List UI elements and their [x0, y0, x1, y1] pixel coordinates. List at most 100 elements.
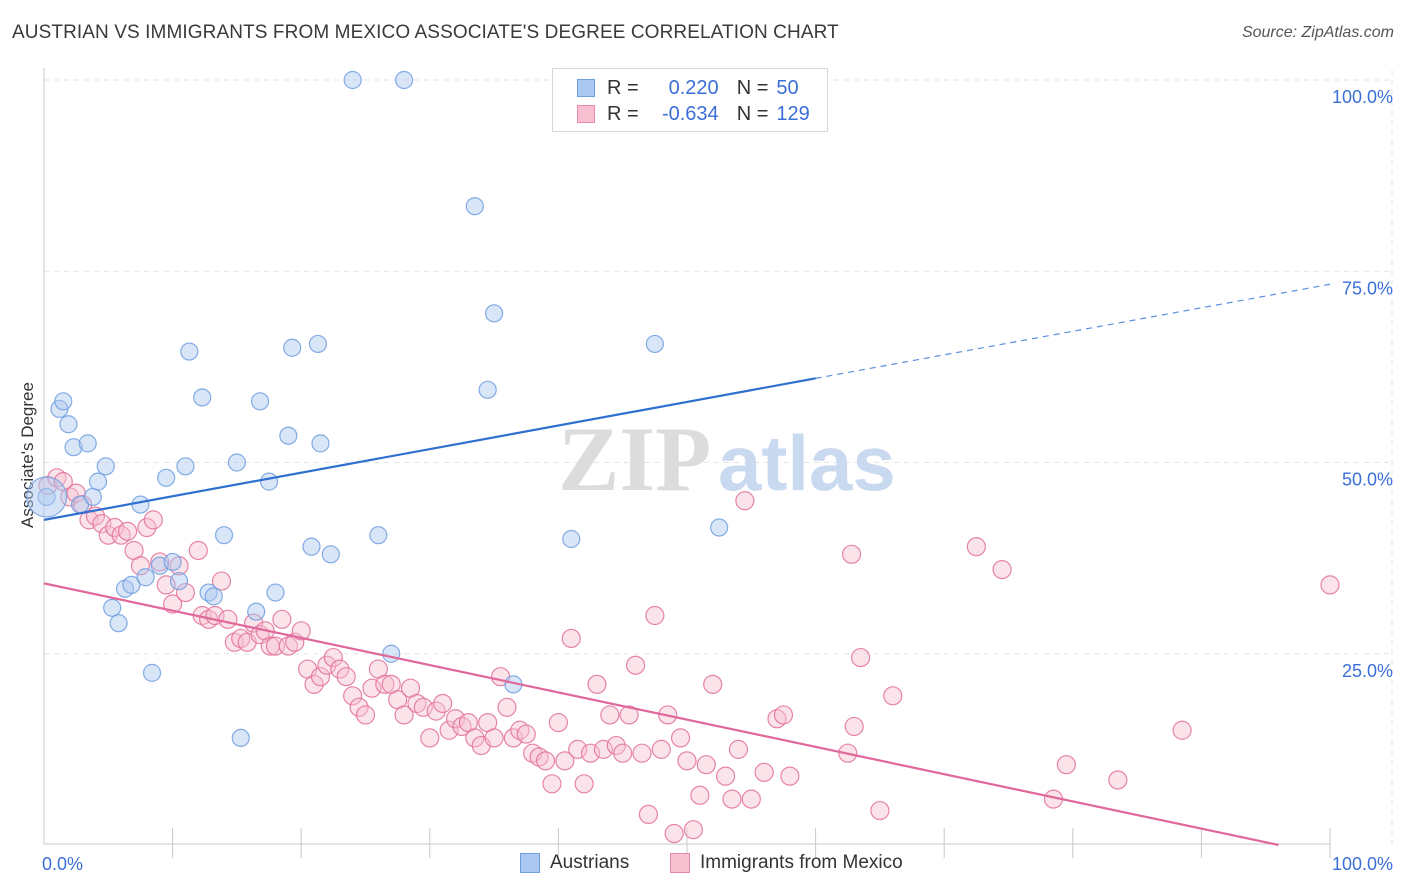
legend-n-label: N = — [736, 102, 769, 125]
data-point — [420, 728, 440, 748]
y-tick-label: 50.0% — [1342, 470, 1393, 490]
data-point — [645, 605, 665, 626]
data-point — [465, 197, 484, 216]
data-point — [780, 766, 800, 786]
data-point — [250, 392, 270, 411]
data-point — [535, 751, 556, 771]
data-point — [330, 659, 350, 679]
data-point — [382, 644, 401, 663]
data-point — [683, 820, 704, 840]
data-point — [735, 491, 755, 511]
data-point — [1108, 770, 1128, 790]
legend-r-label: R = — [607, 76, 639, 99]
data-point — [883, 686, 903, 706]
x-tick-label: 100.0% — [1332, 854, 1393, 874]
legend-swatch-mexico — [670, 853, 690, 873]
data-point — [1056, 755, 1076, 775]
data-point — [343, 70, 362, 90]
data-point — [362, 678, 382, 698]
data-point — [844, 716, 864, 737]
trend-line-mexico — [43, 582, 1279, 847]
data-point — [690, 785, 710, 805]
legend-item-austrians[interactable]: Austrians — [520, 852, 629, 874]
data-point — [143, 510, 163, 530]
data-point — [574, 774, 594, 794]
data-point — [439, 720, 459, 740]
mexico-points — [38, 468, 1340, 844]
data-point — [163, 594, 183, 614]
data-point — [516, 724, 536, 744]
data-point — [180, 342, 199, 361]
tick-labels: 25.0% 50.0% 75.0% 100.0% 0.0% 100.0% — [42, 87, 1393, 874]
data-point — [632, 743, 652, 763]
trend-line-austrians-extension — [815, 283, 1331, 379]
data-point — [176, 457, 195, 476]
data-point — [266, 583, 285, 602]
data-point — [175, 582, 196, 603]
data-point-large — [25, 476, 68, 518]
grid-lines — [44, 70, 1393, 844]
legend-r-label: R = — [607, 102, 639, 125]
data-point — [218, 609, 238, 629]
data-point — [321, 545, 340, 564]
legend-n-label: N = — [736, 76, 769, 99]
data-point — [96, 457, 115, 476]
legend-r-value: 0.220 — [668, 76, 719, 99]
data-point — [568, 739, 588, 759]
data-point — [105, 517, 125, 538]
data-point — [966, 537, 986, 557]
data-point — [773, 705, 794, 725]
data-point — [670, 728, 691, 748]
data-point — [214, 526, 234, 545]
legend-swatch-austrians — [577, 79, 595, 97]
data-point — [394, 705, 414, 725]
data-point — [150, 552, 170, 572]
data-point — [204, 587, 223, 606]
data-point — [92, 514, 112, 534]
data-point — [211, 571, 232, 591]
data-point — [193, 388, 212, 407]
data-point — [308, 334, 328, 354]
data-point — [1172, 720, 1192, 740]
legend-row-mexico: R = -0.634 N = 129 — [577, 102, 810, 126]
data-point — [122, 575, 141, 595]
data-point — [369, 526, 388, 545]
data-point — [619, 705, 639, 725]
data-point — [231, 728, 250, 748]
data-point — [426, 701, 446, 721]
data-point — [842, 544, 862, 564]
axes — [43, 68, 1331, 858]
data-point — [343, 686, 363, 706]
data-point — [728, 739, 749, 759]
data-point — [291, 621, 311, 641]
data-point — [433, 693, 453, 714]
data-point — [349, 697, 369, 717]
data-point — [555, 751, 575, 771]
y-tick-label: 75.0% — [1342, 278, 1393, 298]
data-point — [103, 598, 122, 617]
data-point — [117, 521, 138, 541]
data-point — [317, 655, 337, 675]
data-point — [870, 800, 890, 821]
data-point — [606, 735, 626, 756]
data-point — [311, 434, 330, 453]
data-point — [259, 472, 279, 491]
data-point — [1320, 575, 1340, 595]
data-point — [188, 540, 208, 561]
data-point — [645, 334, 664, 354]
data-point — [59, 415, 78, 434]
legend-item-mexico[interactable]: Immigrants from Mexico — [670, 852, 903, 874]
data-point — [130, 556, 151, 576]
data-point — [677, 751, 697, 771]
data-point — [355, 705, 376, 725]
data-point — [664, 823, 684, 844]
y-tick-label: 100.0% — [1332, 87, 1393, 107]
data-point — [169, 571, 189, 591]
data-point — [580, 743, 601, 763]
data-point — [754, 762, 774, 782]
data-point — [561, 628, 581, 649]
data-point — [625, 655, 646, 675]
watermark: ZIP atlas — [558, 408, 896, 510]
data-point — [484, 728, 504, 748]
data-point — [142, 663, 162, 682]
